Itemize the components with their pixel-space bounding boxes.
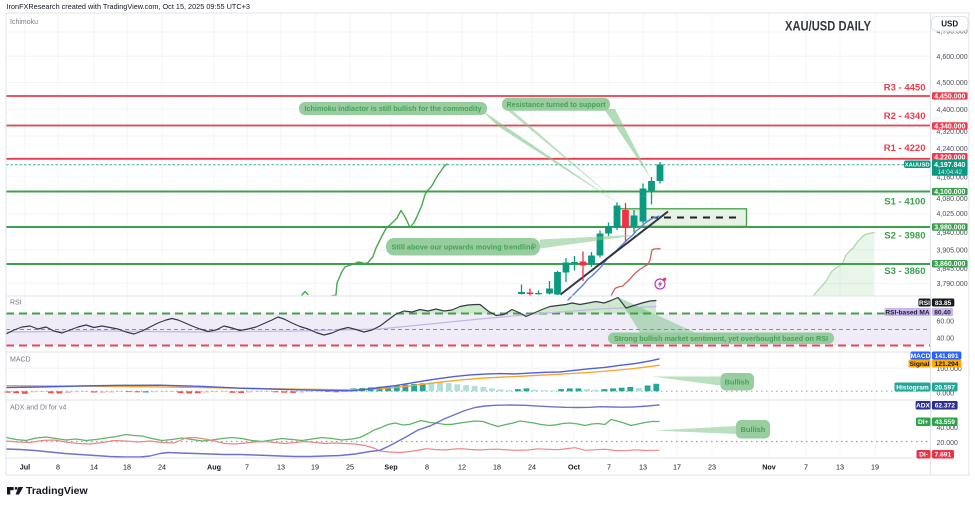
svg-text:141.891: 141.891 — [935, 353, 959, 360]
svg-text:4,160.000: 4,160.000 — [937, 175, 968, 182]
svg-text:Oct: Oct — [568, 463, 581, 472]
svg-text:8: 8 — [56, 463, 60, 472]
svg-text:13: 13 — [277, 463, 285, 472]
svg-text:83.85: 83.85 — [935, 300, 952, 307]
svg-text:100.000: 100.000 — [937, 366, 962, 373]
svg-text:R1 - 4220: R1 - 4220 — [884, 143, 926, 154]
svg-text:S2 - 3980: S2 - 3980 — [884, 231, 925, 242]
svg-text:14:04:42: 14:04:42 — [937, 169, 962, 176]
svg-text:Sep: Sep — [384, 463, 398, 472]
svg-text:24: 24 — [528, 463, 536, 472]
svg-text:4,500.000: 4,500.000 — [937, 80, 968, 87]
svg-text:4,450.000: 4,450.000 — [934, 93, 965, 100]
svg-text:4,197.840: 4,197.840 — [934, 162, 965, 169]
svg-text:0.000: 0.000 — [937, 391, 955, 398]
svg-text:4,400.000: 4,400.000 — [937, 107, 968, 114]
svg-text:12: 12 — [458, 463, 466, 472]
svg-text:43.559: 43.559 — [935, 419, 956, 426]
svg-text:XAU/USD DAILY: XAU/USD DAILY — [785, 18, 872, 34]
svg-text:S3 - 3860: S3 - 3860 — [884, 266, 925, 277]
svg-text:ADX: ADX — [916, 403, 931, 410]
svg-text:40.000: 40.000 — [937, 425, 959, 432]
svg-text:USD: USD — [941, 20, 958, 29]
svg-text:14: 14 — [90, 463, 98, 472]
svg-text:19: 19 — [871, 463, 879, 472]
svg-text:40.00: 40.00 — [937, 336, 955, 343]
svg-text:Ichimoku indiactor is still bu: Ichimoku indiactor is still bullish for … — [305, 104, 483, 113]
svg-text:20.000: 20.000 — [937, 440, 959, 447]
svg-text:4,700.000: 4,700.000 — [937, 29, 968, 36]
svg-text:MACD: MACD — [10, 357, 31, 364]
svg-text:Aug: Aug — [207, 463, 221, 472]
svg-text:20.597: 20.597 — [935, 384, 956, 391]
svg-text:8: 8 — [425, 463, 429, 472]
svg-text:RSI-based MA: RSI-based MA — [885, 309, 930, 316]
svg-text:25: 25 — [346, 463, 354, 472]
svg-text:7: 7 — [804, 463, 808, 472]
svg-text:Jul: Jul — [20, 463, 30, 472]
svg-text:Still above our upwards moving: Still above our upwards moving trendline — [392, 243, 536, 252]
svg-text:7: 7 — [607, 463, 611, 472]
svg-text:ADX and DI for v4: ADX and DI for v4 — [10, 405, 67, 412]
svg-text:23: 23 — [708, 463, 716, 472]
svg-text:3,980.000: 3,980.000 — [934, 224, 965, 231]
svg-text:Resistance turned to support: Resistance turned to support — [507, 100, 606, 109]
svg-text:S1 - 4100: S1 - 4100 — [884, 197, 925, 208]
svg-text:3,905.000: 3,905.000 — [937, 247, 968, 254]
svg-text:Ichimoku: Ichimoku — [10, 19, 38, 26]
svg-text:4,220.000: 4,220.000 — [934, 155, 965, 162]
svg-text:Nov: Nov — [762, 463, 776, 472]
svg-text:3,860.000: 3,860.000 — [934, 261, 965, 268]
svg-text:3,790.000: 3,790.000 — [937, 281, 968, 288]
svg-text:19: 19 — [311, 463, 319, 472]
svg-text:DI-: DI- — [919, 452, 928, 459]
svg-text:7.691: 7.691 — [935, 452, 952, 459]
svg-text:Histogram: Histogram — [896, 384, 929, 391]
svg-text:Bullish: Bullish — [741, 425, 766, 434]
svg-text:R2 - 4340: R2 - 4340 — [884, 111, 926, 122]
svg-text:4,240.000: 4,240.000 — [937, 146, 968, 153]
svg-text:Bullish: Bullish — [725, 378, 750, 387]
svg-text:4,025.000: 4,025.000 — [937, 211, 968, 218]
svg-text:IronFXResearch created with Tr: IronFXResearch created with TradingView.… — [7, 2, 250, 11]
svg-text:24: 24 — [158, 463, 166, 472]
svg-text:Strong bullish market sentimen: Strong bullish market sentiment, yet ove… — [614, 334, 828, 343]
svg-text:121.294: 121.294 — [935, 361, 959, 368]
svg-text:R3 - 4450: R3 - 4450 — [884, 83, 926, 94]
svg-text:7: 7 — [245, 463, 249, 472]
svg-text:4,340.000: 4,340.000 — [934, 123, 965, 130]
svg-text:Signal: Signal — [910, 361, 930, 368]
svg-text:60.00: 60.00 — [937, 319, 955, 326]
svg-text:17: 17 — [673, 463, 681, 472]
svg-text:XAUUSD: XAUUSD — [905, 162, 930, 168]
svg-text:4,320.000: 4,320.000 — [937, 129, 968, 136]
svg-text:DI+: DI+ — [918, 419, 929, 426]
svg-text:3,940.000: 3,940.000 — [937, 230, 968, 237]
svg-text:MACD: MACD — [911, 353, 931, 360]
svg-text:80.40: 80.40 — [934, 309, 951, 316]
svg-text:13: 13 — [639, 463, 647, 472]
svg-text:4,100.000: 4,100.000 — [934, 189, 965, 196]
svg-text:62.372: 62.372 — [935, 403, 956, 410]
svg-text:4,080.000: 4,080.000 — [937, 196, 968, 203]
svg-text:TradingView: TradingView — [26, 485, 88, 497]
svg-text:18: 18 — [493, 463, 501, 472]
svg-text:3,845.000: 3,845.000 — [937, 266, 968, 273]
svg-text:4,600.000: 4,600.000 — [937, 54, 968, 61]
svg-text:13: 13 — [836, 463, 844, 472]
svg-text:18: 18 — [123, 463, 131, 472]
svg-text:RSI: RSI — [10, 300, 22, 307]
svg-text:RSI: RSI — [919, 300, 930, 307]
